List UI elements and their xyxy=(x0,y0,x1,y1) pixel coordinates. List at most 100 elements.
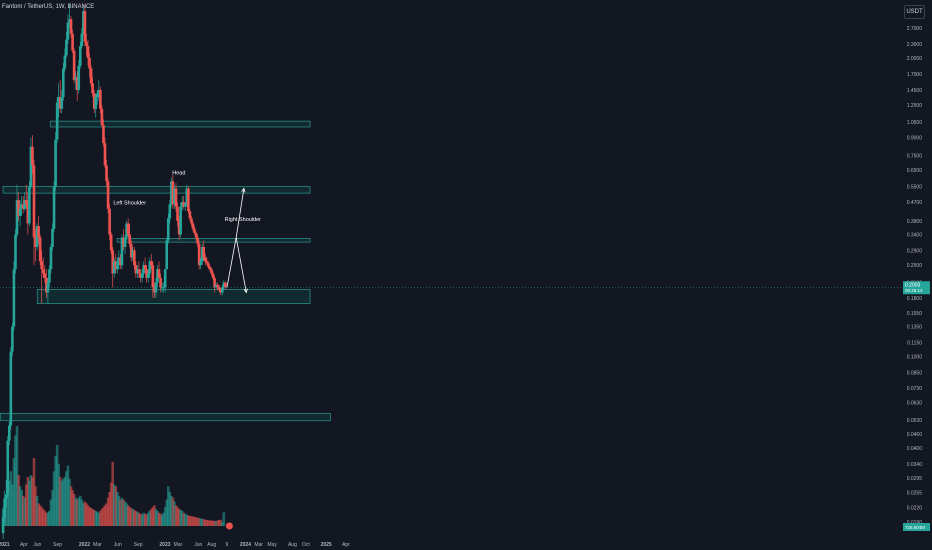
volume-bar xyxy=(220,522,224,526)
time-tick-label: 2021 xyxy=(0,542,10,548)
volume-bar xyxy=(32,458,36,526)
candle xyxy=(66,14,70,44)
candle xyxy=(194,231,198,241)
volume-bar xyxy=(176,507,179,526)
candle xyxy=(137,261,141,278)
candle-body xyxy=(37,226,40,238)
candle xyxy=(148,257,152,278)
candle-body xyxy=(145,269,148,278)
candle-body xyxy=(222,282,226,288)
candle xyxy=(97,80,101,101)
time-tick-label: Aug xyxy=(288,542,297,548)
volume-bar xyxy=(154,509,158,526)
candle-body xyxy=(14,234,17,270)
candle-body xyxy=(151,265,155,288)
volume-bar xyxy=(148,510,152,526)
candle-body xyxy=(41,269,45,274)
candle-body xyxy=(17,200,20,216)
volume-bar xyxy=(204,519,207,526)
candle-body xyxy=(200,246,204,262)
candle xyxy=(196,234,199,247)
price-tick-label: 0.1000 xyxy=(907,354,923,360)
volume-bar xyxy=(171,497,175,526)
volume-bar xyxy=(190,516,193,526)
candle xyxy=(82,5,85,36)
candle-body xyxy=(80,33,84,47)
volume-bar xyxy=(12,458,16,526)
candle xyxy=(71,29,74,54)
candle xyxy=(48,265,51,288)
candle-body xyxy=(24,200,28,205)
candle-body xyxy=(148,261,152,274)
volume-bar xyxy=(222,512,226,526)
candle-body xyxy=(15,200,19,235)
candle xyxy=(38,234,42,266)
volume-bar xyxy=(41,509,45,526)
candle-body xyxy=(174,188,178,207)
candle-body xyxy=(162,287,165,289)
volume-bar xyxy=(183,513,187,526)
price-tick-label: 1.4500 xyxy=(907,88,923,94)
candle-body xyxy=(182,202,186,207)
volume-bar xyxy=(191,516,195,526)
volume-bar xyxy=(177,509,181,526)
symbol-header[interactable]: Fantom / TetherUS, 1W, BINANCE xyxy=(2,4,95,10)
candle-body xyxy=(165,240,169,270)
candle xyxy=(168,200,172,224)
volume-bar xyxy=(69,486,73,526)
time-axis[interactable]: 2021AprJunSep2022MarJunSep2023MarJunAug9… xyxy=(0,542,350,548)
candle xyxy=(68,3,71,28)
candle xyxy=(140,269,144,283)
candle xyxy=(208,265,212,272)
volume-bars xyxy=(1,426,226,526)
volume-bar xyxy=(145,514,148,526)
candle-body xyxy=(216,284,219,288)
candle xyxy=(94,93,98,118)
candle-body xyxy=(52,186,56,229)
volume-bar xyxy=(185,514,189,526)
volume-bar xyxy=(139,513,142,526)
volume-bar xyxy=(187,515,190,526)
candle xyxy=(199,257,202,270)
candle-body xyxy=(40,261,44,270)
price-tick-label: 0.0255 xyxy=(907,491,923,497)
volume-bar xyxy=(217,519,221,526)
candle-body xyxy=(128,234,131,244)
volume-bar xyxy=(82,503,85,526)
candle-body xyxy=(12,269,16,327)
volume-bar xyxy=(43,510,47,526)
volume-bar xyxy=(140,514,144,526)
candle-body xyxy=(123,237,127,247)
currency-badge[interactable]: USDT xyxy=(904,5,925,19)
volume-bar xyxy=(46,512,50,526)
price-tick-label: 1.7000 xyxy=(907,72,923,78)
candle xyxy=(18,200,22,227)
candle xyxy=(149,253,153,270)
volume-bar xyxy=(116,492,119,526)
candle xyxy=(219,287,223,296)
candle xyxy=(58,80,62,114)
time-tick-label: Mar xyxy=(93,542,102,548)
volume-bar xyxy=(120,497,124,526)
candle-body xyxy=(114,261,118,270)
price-tick-label: 0.0730 xyxy=(907,386,923,392)
volume-bar xyxy=(55,444,59,526)
candle xyxy=(35,223,39,251)
interval-label[interactable]: 1W xyxy=(55,4,65,10)
price-tick-label: 2.7000 xyxy=(907,26,923,32)
candle xyxy=(128,223,131,247)
price-tick-label: 0.0400 xyxy=(907,446,923,452)
volume-bar xyxy=(134,510,138,526)
candle-body xyxy=(6,440,10,495)
candle xyxy=(83,3,87,47)
candle-body xyxy=(140,273,144,278)
candle xyxy=(85,33,88,56)
candle xyxy=(51,223,54,251)
candle xyxy=(88,53,91,78)
candle-body xyxy=(3,498,6,517)
zone-3 xyxy=(116,237,311,243)
pattern-annotations: Head Left Shoulder Right Shoulder xyxy=(113,171,261,223)
candle-body xyxy=(171,181,175,205)
volume-bar xyxy=(162,512,165,526)
